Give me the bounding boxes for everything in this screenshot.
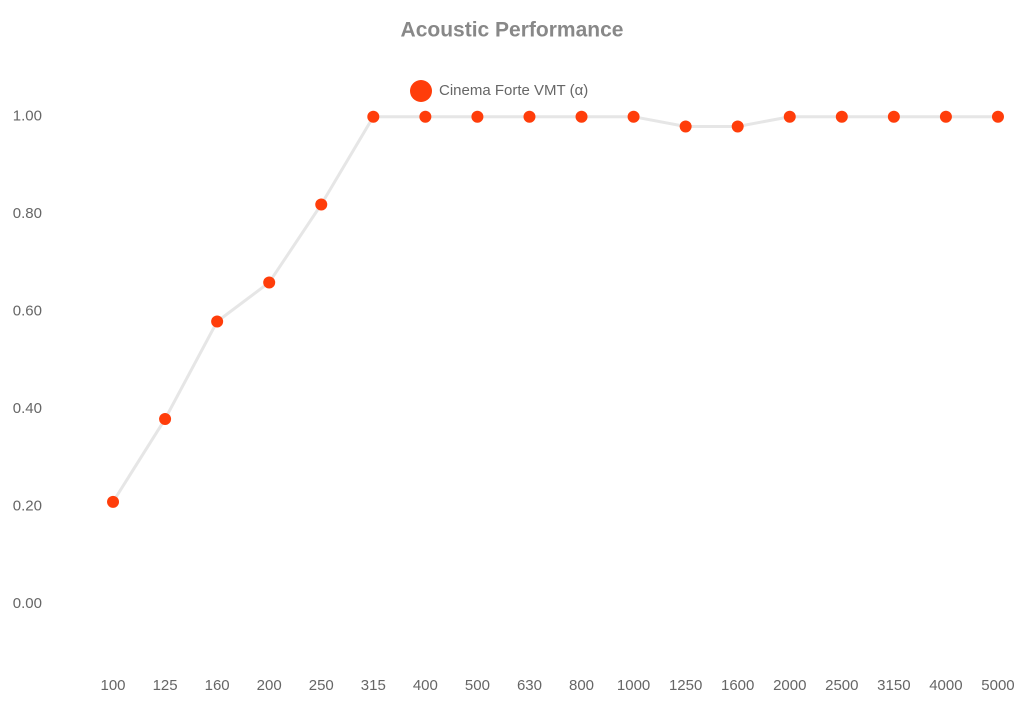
data-point	[887, 110, 900, 123]
data-point	[991, 110, 1004, 123]
y-tick-label: 0.40	[13, 400, 42, 417]
x-tick-label: 800	[569, 677, 594, 694]
data-point	[107, 495, 120, 508]
data-point	[367, 110, 380, 123]
x-tick-label: 2500	[825, 677, 858, 694]
data-point	[211, 315, 224, 328]
y-tick-label: 0.60	[13, 303, 42, 320]
x-tick-label: 3150	[877, 677, 910, 694]
data-point	[315, 198, 328, 211]
x-tick-label: 100	[101, 677, 126, 694]
data-point	[159, 413, 172, 425]
chart-title: Acoustic Performance	[401, 19, 624, 42]
data-point	[419, 110, 432, 123]
x-tick-label: 2000	[773, 677, 806, 694]
data-point	[835, 110, 848, 123]
data-point	[627, 110, 640, 123]
y-tick-label: 1.00	[13, 108, 42, 125]
x-tick-label: 200	[257, 677, 282, 694]
x-tick-label: 315	[361, 677, 386, 694]
x-tick-label: 125	[153, 677, 178, 694]
y-tick-label: 0.20	[13, 498, 42, 515]
x-tick-label: 5000	[981, 677, 1014, 694]
data-point	[471, 110, 484, 123]
series-line	[111, 115, 998, 503]
legend-marker	[410, 80, 432, 102]
data-point	[575, 110, 588, 123]
x-tick-label: 1250	[669, 677, 702, 694]
x-tick-label: 500	[465, 677, 490, 694]
data-point	[731, 120, 744, 133]
y-tick-label: 0.00	[13, 595, 42, 612]
x-tick-label: 4000	[929, 677, 962, 694]
x-tick-label: 1000	[617, 677, 650, 694]
data-point	[523, 110, 536, 123]
x-tick-label: 160	[205, 677, 230, 694]
data-point	[939, 110, 952, 123]
x-tick-label: 250	[309, 677, 334, 694]
y-tick-label: 0.80	[13, 205, 42, 222]
data-point	[263, 276, 276, 289]
legend-label: Cinema Forte VMT (α)	[439, 82, 588, 99]
x-tick-label: 630	[517, 677, 542, 694]
data-point	[679, 120, 692, 133]
data-point	[783, 110, 796, 123]
x-tick-label: 1600	[721, 677, 754, 694]
x-tick-label: 400	[413, 677, 438, 694]
